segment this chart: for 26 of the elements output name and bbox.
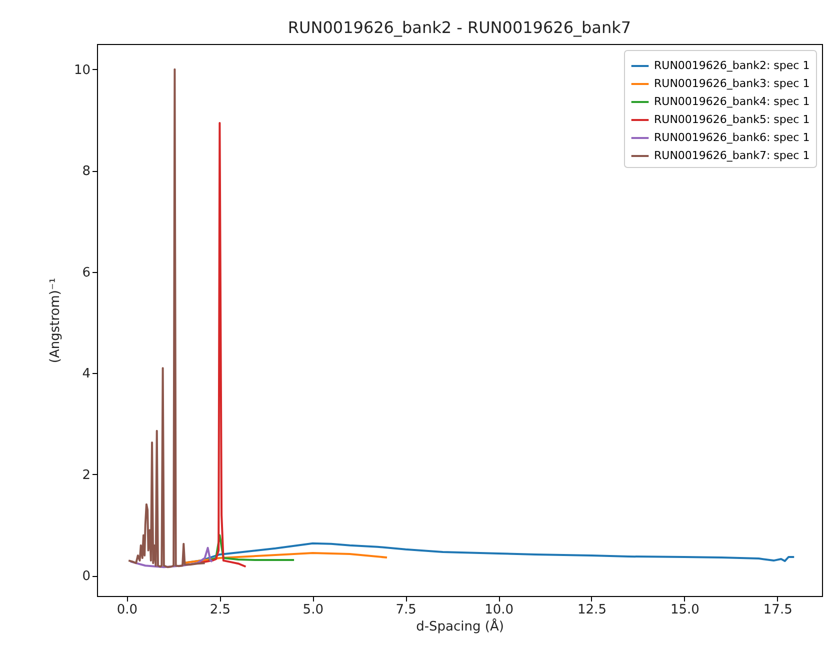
y-axis-title: (Angstrom)⁻¹: [48, 278, 63, 364]
y-tick-label: 4: [82, 366, 90, 382]
y-tick-label: 10: [74, 62, 90, 78]
y-tick-label: 0: [82, 569, 90, 584]
legend-label: RUN0019626_bank2: spec 1: [654, 59, 810, 72]
legend-label: RUN0019626_bank5: spec 1: [654, 113, 810, 126]
line-series: [129, 546, 214, 568]
x-tick-label: 2.5: [210, 602, 231, 618]
legend-label: RUN0019626_bank6: spec 1: [654, 131, 810, 144]
chart-title: RUN0019626_bank2 - RUN0019626_bank7: [288, 18, 632, 37]
line-series: [208, 534, 296, 562]
legend-label: RUN0019626_bank3: spec 1: [654, 77, 810, 90]
y-tick-label: 2: [82, 468, 90, 483]
legend-label: RUN0019626_bank7: spec 1: [654, 149, 810, 162]
x-tick-label: 5.0: [302, 602, 324, 618]
x-tick-label: 15.0: [670, 602, 700, 618]
x-axis-title: d-Spacing (Å): [416, 618, 504, 634]
legend-label: RUN0019626_bank4: spec 1: [654, 95, 810, 108]
x-tick-label: 0.0: [116, 602, 138, 618]
y-tick-label: 6: [82, 265, 90, 280]
x-tick-label: 12.5: [578, 602, 606, 618]
x-tick-label: 17.5: [763, 602, 792, 618]
x-tick-label: 10.0: [484, 602, 514, 618]
line-series: [128, 68, 206, 568]
x-tick-label: 7.5: [396, 602, 416, 618]
y-tick-label: 8: [82, 164, 90, 180]
